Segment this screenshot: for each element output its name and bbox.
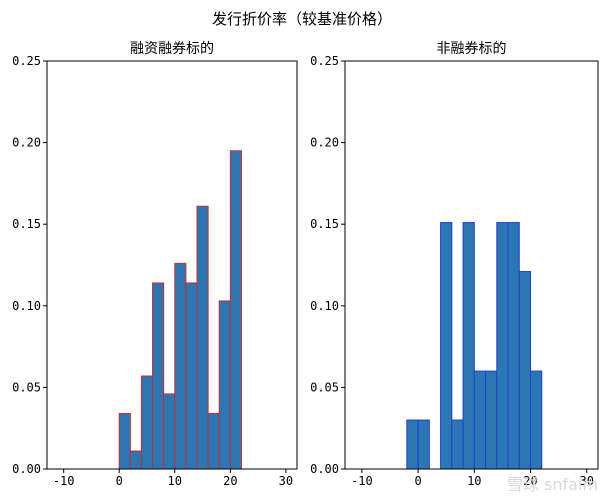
histogram-bar [229,150,242,470]
histogram-bar [140,375,154,470]
histogram-bar [417,419,430,470]
x-tick-label: 30 [580,474,594,488]
y-tick-label: 0.05 [310,380,339,394]
axes-frame [344,60,599,470]
x-tick-label: 0 [116,474,123,488]
subplot-title: 融资融券标的 [130,41,214,57]
histogram-bar [118,413,131,470]
x-tick-label: 10 [467,474,481,488]
histogram-bar [507,222,520,470]
figure-suptitle: 发行折价率（较基准价格） [212,10,392,28]
right-histogram: 非融券标的 0.00 0.05 0.10 0.15 0.20 0.25 -10 0 10 20 30 [310,41,599,488]
y-tick-label: 0.05 [12,380,41,394]
x-tick-label: -10 [351,474,373,488]
histogram-bar [530,370,543,470]
x-tick-label: 10 [168,474,182,488]
y-tick-label: 0.20 [12,136,41,150]
y-tick-label: 0.00 [12,462,41,476]
y-tick-label: 0.15 [12,217,41,231]
histogram-bar [163,393,176,470]
x-tick-label: 20 [523,474,537,488]
axes-frame [46,60,298,470]
y-tick-label: 0.25 [12,54,41,68]
y-tick-label: 0.25 [310,54,339,68]
subplot-title: 非融券标的 [437,41,507,57]
x-tick-label: 30 [279,474,293,488]
histogram-bar [451,419,464,470]
histogram-bar [129,450,142,470]
histogram-bar [207,413,220,470]
histogram-bar [462,222,475,470]
histogram-bar [473,370,487,470]
histogram-bar [406,419,419,470]
y-tick-label: 0.00 [310,462,339,476]
left-histogram: 融资融券标的 0.00 0.05 0.10 0.15 0.20 0.25 -10 0 10 20 30 [12,41,298,488]
histogram-bar [485,370,498,470]
watermark-text: 雪球 snfaim [507,475,598,494]
histogram-bar [185,282,198,470]
x-tick-label: 0 [414,474,421,488]
y-tick-label: 0.20 [310,136,339,150]
histogram-bar [440,222,453,470]
x-tick-label: 20 [223,474,237,488]
x-tick-label: -10 [53,474,75,488]
y-tick-label: 0.15 [310,217,339,231]
histogram-bar [218,300,231,470]
y-tick-label: 0.10 [12,299,41,313]
y-tick-label: 0.10 [310,299,339,313]
histogram-bar [196,205,209,470]
histogram-bar [152,282,165,470]
histogram-bar [174,262,187,470]
histogram-bar [518,271,532,470]
histogram-bar [496,222,509,470]
